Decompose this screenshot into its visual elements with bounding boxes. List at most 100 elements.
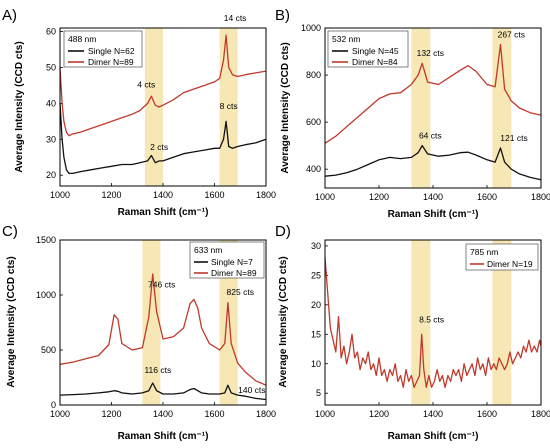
highlight-band — [144, 28, 163, 186]
legend-box — [327, 30, 409, 68]
legend-title: 532 nm — [332, 34, 360, 44]
legend-label-dimer: Dimer N=19 — [487, 259, 533, 269]
highlight-bands — [142, 240, 238, 405]
plot-frame — [324, 27, 542, 189]
panel-d: D) 1000 1200 1400 1600 1800 5 10 15 20 25 30 8.5 c… — [275, 223, 550, 442]
y-tick-label: 500 — [41, 345, 56, 355]
x-tick-label: 1200 — [369, 409, 389, 419]
x-tick-label: 1200 — [101, 190, 121, 200]
y-tick-label: 1000 — [36, 290, 56, 300]
x-axis-label: Raman Shift (cm⁻¹) — [118, 431, 209, 442]
legend-label-dimer: Dimer N=89 — [88, 57, 134, 67]
x-tick-label: 1600 — [204, 190, 224, 200]
x-tick-label: 1000 — [315, 409, 335, 419]
y-tick-label: 1000 — [301, 23, 321, 33]
y-tick-label: 5 — [316, 388, 321, 398]
peak-annotation: 746 cts — [148, 279, 175, 289]
x-tick-label: 1000 — [315, 192, 335, 202]
highlight-band — [142, 240, 161, 405]
legend: 785 nm Dimer N=19 — [465, 243, 539, 271]
x-tick-label: 1000 — [50, 190, 70, 200]
x-tick-label: 1600 — [477, 409, 497, 419]
legend: 532 nm Single N=45 Dimer N=84 — [327, 30, 409, 68]
series-line-single — [59, 382, 267, 401]
annotations: 746 cts 825 cts 116 cts 140 cts — [144, 279, 265, 395]
highlight-bands — [144, 28, 238, 186]
peak-annotation: 8.5 cts — [419, 315, 444, 325]
panel-letter: D) — [275, 223, 291, 240]
plot-frame — [59, 239, 267, 406]
y-axis-label: Average Intensity (CCD cts) — [278, 256, 289, 387]
panel-c: C) 1000 1200 1400 1600 1800 0 500 1000 1500 746 … — [2, 223, 276, 442]
panel-letter: B) — [275, 7, 290, 24]
peak-annotation: 64 cts — [419, 131, 442, 141]
y-tick-label: 30 — [311, 241, 321, 251]
x-axis-label: Raman Shift (cm⁻¹) — [388, 431, 479, 442]
legend-label-dimer: Dimer N=84 — [352, 57, 398, 67]
x-tick-label: 1800 — [256, 409, 276, 419]
legend-title: 633 nm — [194, 245, 222, 255]
legend-label-single: Single N=62 — [88, 46, 135, 56]
y-axis-label: Average Intensity (CCD cts) — [280, 42, 291, 173]
y-tick-label: 25 — [311, 270, 321, 280]
highlight-band — [411, 28, 431, 188]
plot-frame — [324, 239, 542, 406]
legend-label-single: Single N=7 — [211, 257, 253, 267]
peak-annotation: 132 cts — [417, 48, 444, 58]
annotations: 4 cts 14 cts 2 cts 8 cts — [137, 13, 246, 152]
series-lines — [59, 273, 267, 401]
series-line-dimer — [324, 43, 542, 144]
peak-annotation: 267 cts — [498, 29, 525, 39]
peak-annotation: 4 cts — [137, 79, 155, 89]
x-tick-label: 1600 — [477, 192, 497, 202]
x-tick-label: 1200 — [101, 409, 121, 419]
peak-annotation: 825 cts — [227, 287, 254, 297]
series-line-dimer — [59, 34, 267, 137]
x-tick-label: 1200 — [369, 192, 389, 202]
x-tick-label: 1600 — [204, 409, 224, 419]
peak-annotation: 140 cts — [238, 385, 265, 395]
y-tick-label: 600 — [306, 117, 321, 127]
series-lines — [324, 257, 542, 388]
highlight-band — [219, 240, 238, 405]
x-tick-label: 1800 — [531, 409, 550, 419]
panel-letter: A) — [2, 7, 17, 24]
y-axis-label: Average Intensity (CCD cts) — [14, 41, 25, 172]
x-tick-label: 1400 — [423, 409, 443, 419]
axis-ticks: 1000 1200 1400 1600 1800 5 10 15 20 25 30 — [311, 241, 550, 419]
x-tick-label: 1400 — [153, 409, 173, 419]
y-tick-label: 10 — [311, 359, 321, 369]
y-tick-label: 60 — [46, 27, 56, 37]
y-tick-label: 20 — [46, 170, 56, 180]
legend: 488 nm Single N=62 Dimer N=89 — [63, 30, 143, 68]
axis-ticks: 1000 1200 1400 1600 1800 20 30 40 50 60 — [46, 27, 276, 200]
legend-label-dimer: Dimer N=89 — [211, 268, 257, 278]
peak-annotation: 14 cts — [224, 13, 247, 23]
x-axis-label: Raman Shift (cm⁻¹) — [118, 207, 209, 218]
x-axis-label: Raman Shift (cm⁻¹) — [388, 209, 479, 220]
panel-letter: C) — [2, 223, 18, 240]
legend: 633 nm Single N=7 Dimer N=89 — [189, 241, 265, 279]
peak-annotation: 8 cts — [220, 101, 238, 111]
y-tick-label: 0 — [51, 400, 56, 410]
y-axis-label: Average Intensity (CCD cts) — [6, 256, 17, 387]
legend-box — [465, 243, 539, 271]
legend-box — [63, 30, 143, 68]
annotations: 8.5 cts — [419, 315, 444, 325]
peak-annotation: 116 cts — [144, 365, 171, 375]
x-tick-label: 1400 — [153, 190, 173, 200]
series-line-single — [59, 103, 267, 175]
series-line-single — [324, 144, 542, 181]
y-tick-label: 400 — [306, 164, 321, 174]
y-tick-label: 40 — [46, 98, 56, 108]
legend-title: 488 nm — [68, 34, 96, 44]
y-tick-label: 800 — [306, 70, 321, 80]
x-tick-label: 1800 — [531, 192, 550, 202]
y-tick-label: 50 — [46, 63, 56, 73]
series-lines — [324, 43, 542, 181]
legend-box — [189, 241, 265, 279]
series-line-dimer — [324, 257, 542, 388]
highlight-band — [219, 28, 238, 186]
